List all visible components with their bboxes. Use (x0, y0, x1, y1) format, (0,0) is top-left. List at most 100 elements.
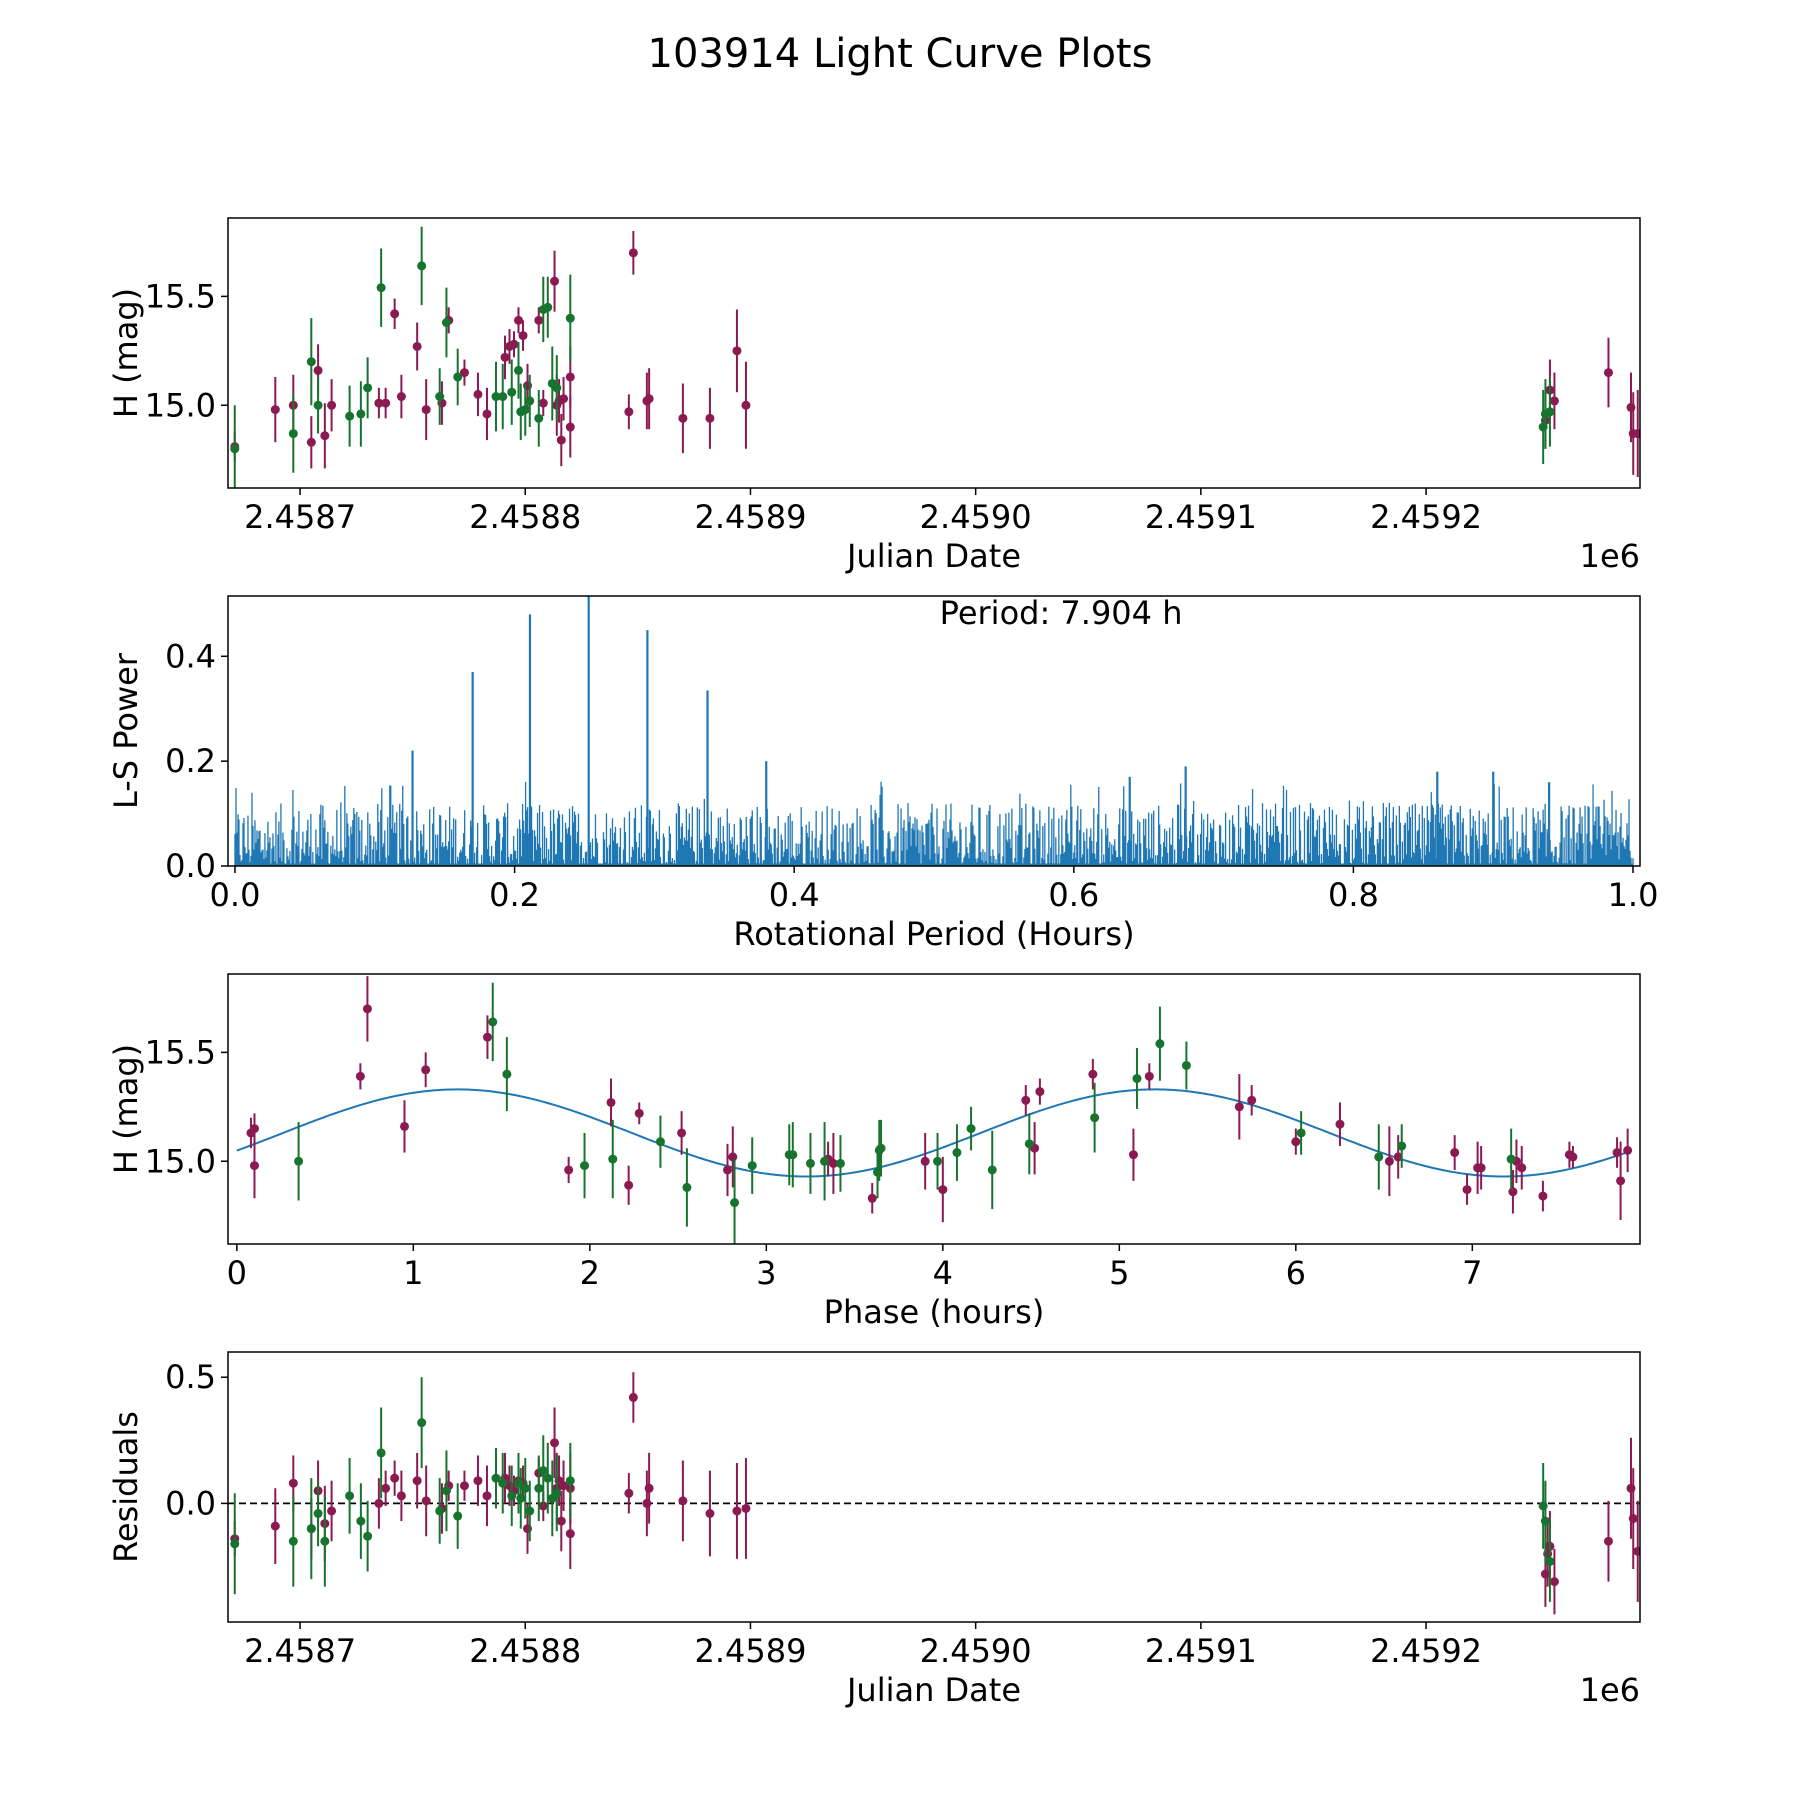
data-point (435, 1506, 445, 1516)
data-point (920, 1156, 930, 1166)
x-tick-label: 0.2 (489, 876, 540, 914)
y-tick-label: 15.5 (145, 1033, 216, 1071)
data-point (390, 1473, 400, 1483)
data-point (550, 1438, 560, 1448)
data-point (249, 1124, 259, 1134)
data-point (1549, 1577, 1559, 1587)
data-point (514, 315, 524, 325)
data-point (1603, 368, 1613, 378)
data-point (288, 429, 298, 439)
plot-area (230, 226, 1640, 488)
data-point (644, 1483, 654, 1493)
y-tick-label: 0.5 (165, 1358, 216, 1396)
data-point (677, 1128, 687, 1138)
data-point (624, 1488, 634, 1498)
data-point (538, 1466, 548, 1476)
data-point (1568, 1152, 1578, 1162)
data-point (828, 1158, 838, 1168)
data-point (1549, 396, 1559, 406)
axes-frame (227, 595, 1641, 867)
data-point (805, 1158, 815, 1168)
data-point (356, 1516, 366, 1526)
data-point (473, 389, 483, 399)
x-axis-label: Rotational Period (Hours) (733, 915, 1134, 953)
data-point (565, 1529, 575, 1539)
data-point (1517, 1163, 1527, 1173)
figure-title: 103914 Light Curve Plots (648, 31, 1153, 77)
y-axis-label: L-S Power (107, 652, 145, 809)
data-point (491, 1473, 501, 1483)
data-point (1628, 1514, 1638, 1524)
data-point (534, 315, 544, 325)
data-point (732, 1506, 742, 1516)
data-point (741, 1503, 751, 1513)
series-green (230, 226, 1555, 488)
x-axis-label: Phase (hours) (824, 1293, 1045, 1331)
data-point (987, 1165, 997, 1175)
data-point (230, 444, 240, 454)
y-axis-label: H (mag) (107, 1044, 145, 1174)
data-point (376, 283, 386, 293)
data-point (559, 1481, 569, 1491)
x-axis-label: Julian Date (845, 537, 1021, 575)
series-green (230, 1377, 1555, 1602)
data-point (502, 1069, 512, 1079)
data-point (565, 422, 575, 432)
data-point (498, 392, 508, 402)
data-point (1508, 1187, 1518, 1197)
data-point (634, 1108, 644, 1118)
plot-area (228, 1372, 1640, 1615)
data-point (1296, 1128, 1306, 1138)
x-tick-label: 0.0 (210, 876, 261, 914)
data-point (1633, 1546, 1640, 1556)
x-tick-label: 2 (580, 1254, 600, 1292)
data-point (938, 1185, 948, 1195)
data-point (1128, 1150, 1138, 1160)
data-point (1090, 1113, 1100, 1123)
y-tick-label: 0.0 (165, 847, 216, 885)
data-point (952, 1148, 962, 1158)
data-point (417, 261, 427, 271)
data-point (1234, 1102, 1244, 1112)
data-point (509, 339, 519, 349)
data-point (606, 1097, 616, 1107)
data-point (230, 1539, 240, 1549)
data-point (327, 1506, 337, 1516)
x-tick-label: 2.4587 (244, 1632, 356, 1670)
data-point (628, 1392, 638, 1402)
data-point (417, 1418, 427, 1428)
data-point (421, 405, 431, 415)
data-point (520, 1483, 530, 1493)
data-point (249, 1161, 259, 1171)
data-point (564, 1165, 574, 1175)
x-tick-label: 2.4592 (1370, 1632, 1482, 1670)
data-point (306, 1524, 316, 1534)
x-tick-label: 2.4590 (920, 498, 1032, 536)
data-point (747, 1161, 757, 1171)
data-point (732, 346, 742, 356)
period-annotation: Period: 7.904 h (940, 594, 1183, 632)
y-tick-label: 15.0 (145, 386, 216, 424)
x-tick-label: 2.4591 (1145, 1632, 1257, 1670)
data-point (396, 392, 406, 402)
data-point (514, 365, 524, 375)
data-point (1035, 1087, 1045, 1097)
x-tick-label: 7 (1462, 1254, 1482, 1292)
data-point (730, 1198, 740, 1208)
data-point (320, 1536, 330, 1546)
data-point (1623, 1145, 1633, 1155)
y-tick-label: 0.4 (165, 637, 216, 675)
x-tick-label: 5 (1109, 1254, 1129, 1292)
data-point (876, 1143, 886, 1153)
data-point (933, 1156, 943, 1166)
x-tick-label: 1 (403, 1254, 423, 1292)
x-tick-label: 0.8 (1328, 876, 1379, 914)
data-point (556, 1516, 566, 1526)
data-point (628, 248, 638, 258)
data-point (1374, 1152, 1384, 1162)
data-point (345, 411, 355, 421)
x-tick-label: 4 (933, 1254, 953, 1292)
data-point (363, 383, 373, 393)
data-point (306, 357, 316, 367)
data-point (552, 1488, 562, 1498)
